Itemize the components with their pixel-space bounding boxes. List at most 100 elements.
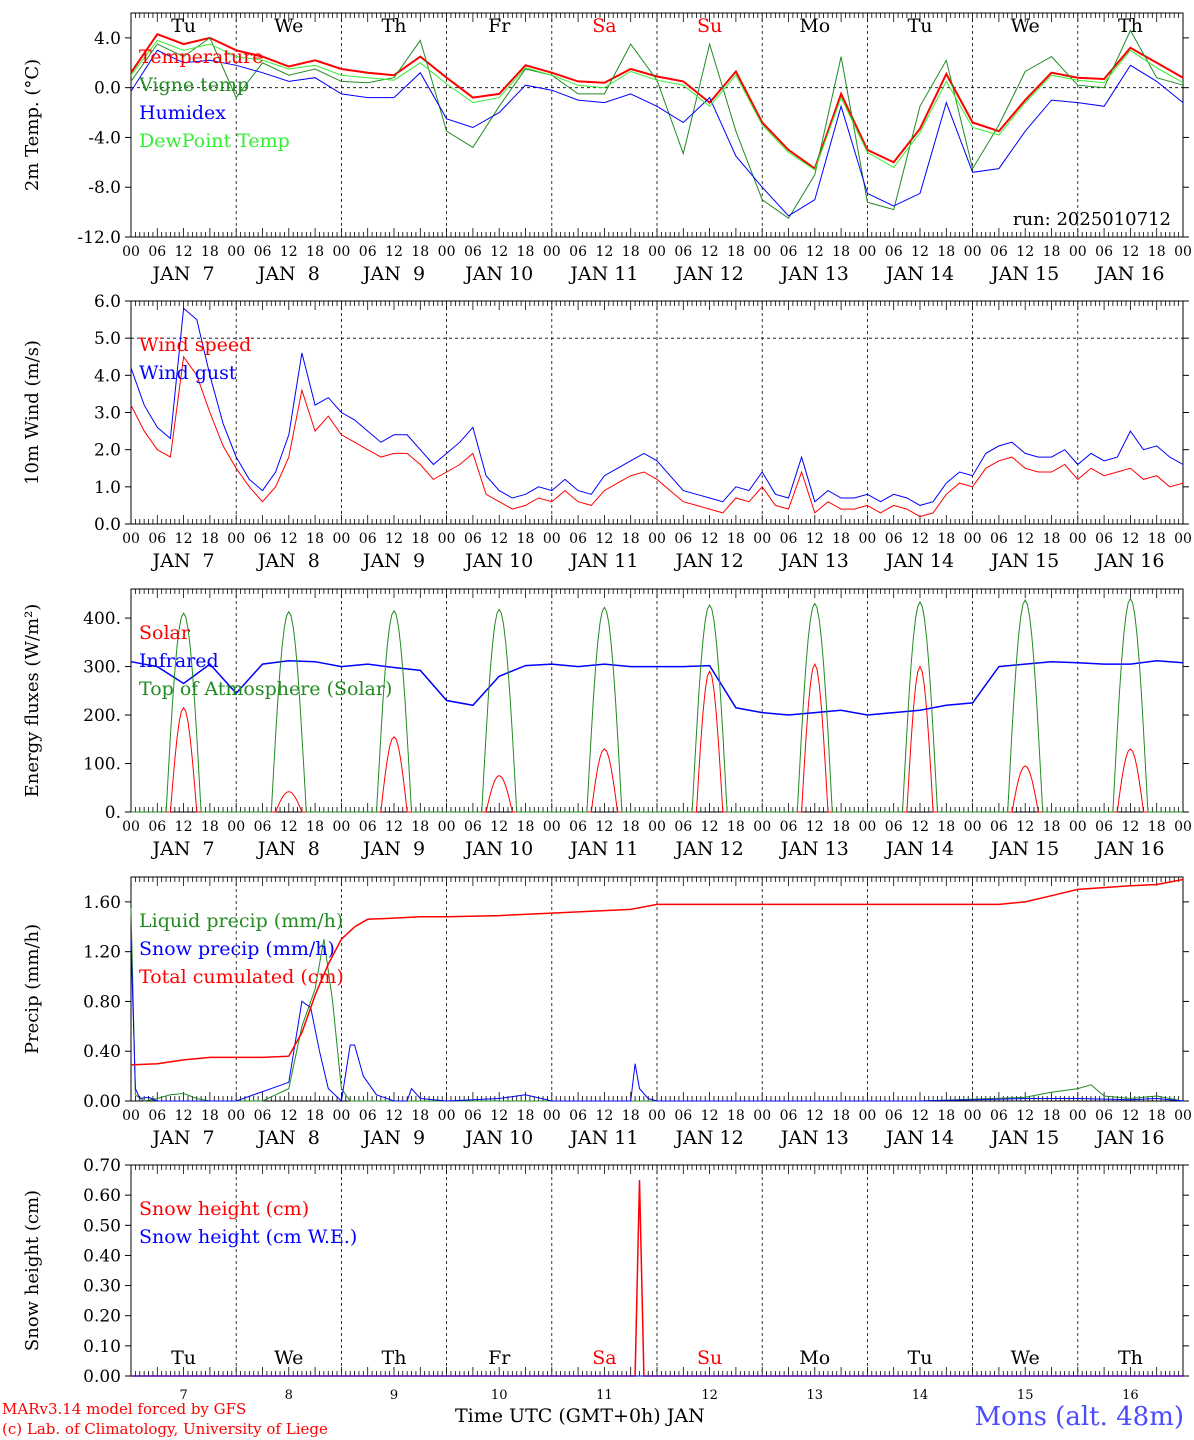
hour-tick-label: 00	[858, 819, 876, 835]
hour-tick-label: 12	[701, 819, 719, 835]
hour-tick-label: 12	[806, 819, 824, 835]
hour-tick-label: 12	[595, 1108, 613, 1124]
y-axis-label: 10m Wind (m/s)	[22, 340, 43, 485]
day-name-label: JAN 15	[989, 550, 1059, 572]
hour-tick-label: 06	[254, 1108, 272, 1124]
day-name-label: JAN 8	[256, 1127, 320, 1149]
hour-tick-label: 12	[175, 531, 193, 547]
day-name-label: JAN 10	[463, 263, 533, 285]
day-name-label: JAN 9	[361, 263, 425, 285]
weekday-label: Sa	[592, 1347, 616, 1369]
hour-tick-label: 06	[569, 531, 587, 547]
hour-tick-label: 00	[648, 819, 666, 835]
series-line-snow-precip-mm-h-	[130, 939, 1184, 1103]
panel-energy: 400. 300. 200. 100. 0. Energy fluxes (W/m²) 00…	[22, 588, 1192, 860]
hour-tick-label: 00	[648, 1108, 666, 1124]
hour-tick-label: 06	[464, 244, 482, 260]
hour-tick-label: 18	[622, 244, 640, 260]
legend-entry: DewPoint Temp	[139, 130, 290, 152]
hour-tick-label: 00	[438, 244, 456, 260]
hour-tick-label: 00	[543, 531, 561, 547]
day-name-label: JAN 14	[884, 838, 954, 860]
hour-tick-label: 12	[490, 819, 508, 835]
day-name-label: JAN 9	[361, 838, 425, 860]
y-tick-label: 0.10	[83, 1337, 121, 1357]
hour-tick-label: 06	[885, 819, 903, 835]
hour-tick-label: 12	[1016, 819, 1034, 835]
day-number-label: 13	[807, 1388, 824, 1403]
hour-tick-label: 00	[227, 244, 245, 260]
day-name-label: JAN 11	[568, 1127, 638, 1149]
y-tick-label: 0.0	[94, 79, 121, 99]
y-axis-label: Precip (mm/h)	[22, 924, 43, 1054]
weekday-label: Th	[1118, 15, 1143, 37]
day-number-label: 12	[701, 1388, 718, 1403]
series-line-humidex	[130, 49, 1184, 217]
hour-tick-label: 12	[1016, 531, 1034, 547]
hour-tick-label: 06	[569, 244, 587, 260]
y-tick-label: 100.	[83, 755, 121, 775]
y-tick-label: 0.30	[83, 1277, 121, 1297]
hour-tick-label: 18	[727, 244, 745, 260]
hour-tick-label: 00	[122, 244, 140, 260]
hour-tick-label: 12	[1121, 244, 1139, 260]
hour-tick-label: 00	[1069, 819, 1087, 835]
y-tick-label: 1.60	[83, 893, 121, 913]
hour-tick-label: 12	[1016, 1108, 1034, 1124]
hour-tick-label: 06	[254, 819, 272, 835]
y-tick-label: 0.50	[83, 1216, 121, 1236]
day-name-label: JAN 7	[151, 1127, 215, 1149]
hour-tick-label: 18	[201, 244, 219, 260]
model-credit: MARv3.14 model forced by GFS	[2, 1400, 247, 1418]
hour-tick-label: 18	[1148, 1108, 1166, 1124]
hour-tick-label: 06	[359, 244, 377, 260]
y-tick-label: 0.00	[83, 1367, 121, 1387]
y-tick-label: -4.0	[88, 128, 121, 148]
weekday-label: Fr	[488, 1347, 511, 1369]
y-tick-label: 4.0	[94, 29, 121, 49]
hour-tick-label: 06	[674, 244, 692, 260]
hour-tick-label: 06	[569, 1108, 587, 1124]
day-name-label: JAN 16	[1094, 1127, 1164, 1149]
legend-entry: Infrared	[139, 650, 219, 672]
hour-tick-label: 06	[359, 819, 377, 835]
hour-tick-label: 00	[122, 1108, 140, 1124]
hour-tick-label: 00	[543, 1108, 561, 1124]
hour-tick-label: 12	[490, 531, 508, 547]
weekday-label: Tu	[908, 15, 933, 37]
hour-tick-label: 06	[148, 244, 166, 260]
hour-tick-label: 00	[648, 531, 666, 547]
hour-tick-label: 18	[411, 819, 429, 835]
hour-tick-label: 18	[201, 531, 219, 547]
hour-tick-label: 00	[332, 244, 350, 260]
legend-entry: Liquid precip (mm/h)	[139, 910, 343, 932]
hour-tick-label: 00	[227, 1108, 245, 1124]
hour-tick-label: 06	[148, 819, 166, 835]
hour-tick-label: 00	[438, 531, 456, 547]
panel-snow: 0.70 0.60 0.50 0.40 0.30 0.20 0.10 0.00 Snow hei…	[22, 1156, 1189, 1403]
y-axis-label: Energy fluxes (W/m²)	[22, 604, 43, 798]
day-name-label: JAN 13	[779, 263, 849, 285]
hour-tick-label: 00	[964, 244, 982, 260]
panel-precip: 1.60 1.20 0.80 0.40 0.00 Precip (mm/h) 00 06 12 1…	[22, 876, 1192, 1149]
legend-entry: Snow height (cm W.E.)	[139, 1226, 357, 1248]
hour-tick-label: 18	[517, 244, 535, 260]
hour-tick-label: 18	[937, 531, 955, 547]
day-number-label: 7	[179, 1388, 187, 1403]
hour-tick-label: 18	[727, 1108, 745, 1124]
day-name-label: JAN 10	[463, 838, 533, 860]
hour-tick-label: 06	[569, 819, 587, 835]
day-name-label: JAN 11	[568, 263, 638, 285]
day-name-label: JAN 12	[674, 263, 744, 285]
hour-tick-label: 18	[937, 1108, 955, 1124]
panel-wind: 6.0 5.0 4.0 3.0 2.0 1.0 0.0 10m Wind (m/s) 00 06 1…	[22, 292, 1192, 572]
hour-tick-label: 06	[885, 1108, 903, 1124]
hour-tick-label: 06	[990, 819, 1008, 835]
hour-tick-label: 06	[990, 1108, 1008, 1124]
hour-tick-label: 18	[727, 819, 745, 835]
hour-tick-label: 00	[753, 1108, 771, 1124]
hour-tick-label: 12	[1121, 819, 1139, 835]
day-name-label: JAN 10	[463, 1127, 533, 1149]
hour-tick-label: 18	[727, 531, 745, 547]
hour-tick-label: 12	[911, 531, 929, 547]
